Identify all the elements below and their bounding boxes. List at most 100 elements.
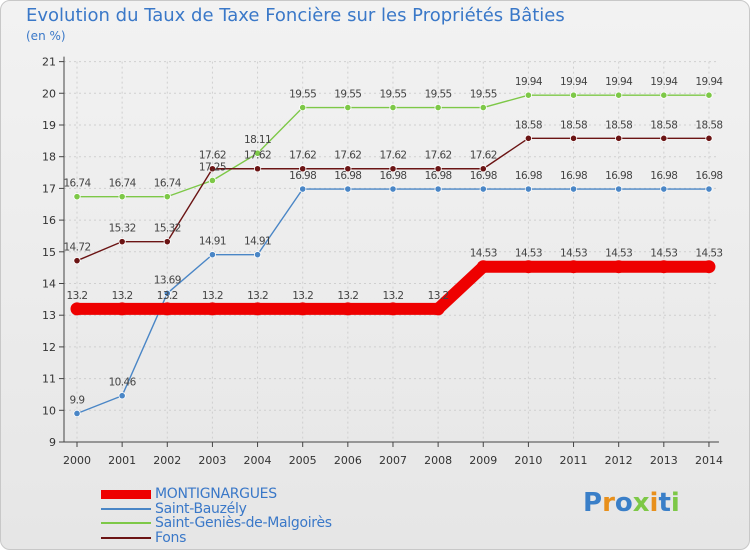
data-label: 17.62 — [289, 150, 316, 162]
data-label: 16.98 — [379, 170, 406, 182]
data-point — [251, 302, 265, 316]
x-tick-label: 2014 — [695, 454, 723, 467]
data-label: 16.74 — [63, 178, 91, 190]
logo-letter: t — [658, 488, 671, 518]
x-tick-label: 2009 — [469, 454, 497, 467]
data-label: 14.53 — [605, 248, 632, 260]
y-tick-label: 11 — [42, 373, 56, 386]
data-label: 19.94 — [695, 76, 723, 88]
data-point — [299, 165, 307, 173]
logo-letter: o — [614, 488, 633, 518]
x-tick-label: 2004 — [244, 454, 272, 467]
data-label: 19.94 — [605, 76, 633, 88]
legend-swatch — [101, 522, 151, 524]
data-point — [296, 302, 310, 316]
logo-letter: x — [632, 488, 650, 518]
data-point — [389, 185, 397, 193]
data-point — [386, 302, 400, 316]
data-point — [434, 103, 442, 112]
data-label: 18.58 — [515, 119, 542, 131]
data-label: 19.94 — [560, 76, 588, 88]
data-label: 18.58 — [695, 119, 722, 131]
logo-letter: i — [670, 488, 680, 518]
data-label: 16.74 — [109, 178, 137, 190]
data-point — [567, 260, 581, 274]
legend-swatch — [101, 508, 151, 510]
data-label: 17.62 — [244, 150, 271, 162]
data-point — [705, 185, 713, 193]
legend-label: Fons — [155, 530, 187, 546]
chart-title: Evolution du Taux de Taxe Foncière sur l… — [26, 5, 565, 26]
legend-item-montignargues: MONTIGNARGUES — [101, 486, 277, 502]
data-point — [705, 91, 713, 99]
data-point — [205, 302, 219, 316]
data-point — [434, 185, 442, 193]
legend-item-saint-bauzely: Saint-Bauzély — [101, 501, 247, 517]
data-point — [524, 134, 533, 142]
data-label: 17.62 — [334, 150, 361, 162]
data-point — [73, 409, 81, 418]
data-label: 19.94 — [515, 76, 543, 88]
data-label: 13.2 — [202, 290, 223, 302]
data-point — [569, 91, 578, 99]
data-label: 17.25 — [199, 161, 226, 173]
data-label: 16.98 — [289, 170, 316, 182]
data-point — [344, 185, 352, 193]
data-point — [299, 185, 307, 193]
legend-item-saint-genies: Saint-Geniès-de-Malgoirès — [101, 515, 332, 531]
y-tick-label: 15 — [42, 246, 56, 259]
x-tick-label: 2006 — [334, 454, 362, 467]
data-point — [521, 260, 535, 274]
x-tick-label: 2008 — [424, 454, 452, 467]
data-point — [253, 251, 262, 259]
y-tick-label: 13 — [42, 309, 56, 322]
data-point — [476, 260, 490, 274]
data-label: 15.32 — [154, 223, 181, 235]
data-point — [660, 185, 668, 193]
y-tick-label: 14 — [42, 278, 56, 291]
x-tick-label: 2010 — [514, 454, 542, 467]
data-label: 13.2 — [67, 290, 88, 302]
data-point — [705, 134, 713, 142]
data-point — [389, 103, 397, 112]
y-tick-label: 20 — [42, 87, 56, 100]
data-point — [434, 165, 442, 173]
data-label: 17.62 — [379, 150, 406, 162]
data-point — [431, 302, 445, 316]
x-tick-label: 2002 — [153, 454, 181, 467]
y-tick-label: 9 — [49, 436, 56, 449]
data-point — [612, 260, 626, 274]
y-tick-label: 19 — [42, 119, 56, 132]
data-point — [702, 260, 716, 274]
y-tick-label: 16 — [42, 214, 56, 227]
data-point — [524, 185, 533, 193]
data-label: 16.98 — [605, 170, 632, 182]
data-point — [208, 251, 217, 259]
data-point — [73, 193, 81, 201]
data-label: 14.53 — [695, 248, 722, 260]
data-point — [118, 238, 126, 246]
x-tick-label: 2007 — [379, 454, 407, 467]
data-point — [253, 149, 262, 157]
x-tick-label: 2003 — [198, 454, 226, 467]
data-point — [160, 302, 174, 316]
data-point — [163, 238, 171, 246]
data-point — [115, 302, 129, 316]
data-label: 14.53 — [470, 248, 497, 260]
data-label: 13.2 — [112, 290, 133, 302]
data-point — [299, 103, 307, 112]
x-tick-label: 2013 — [650, 454, 678, 467]
data-point — [569, 185, 578, 193]
data-label: 16.98 — [425, 170, 452, 182]
data-point — [344, 103, 352, 112]
data-point — [524, 91, 533, 99]
data-point — [118, 193, 126, 201]
y-tick-label: 10 — [42, 404, 56, 417]
legend-item-fons: Fons — [101, 530, 187, 546]
data-point — [479, 165, 487, 173]
legend-label: MONTIGNARGUES — [155, 486, 277, 502]
data-label: 17.62 — [470, 150, 497, 162]
data-label: 19.94 — [650, 76, 678, 88]
